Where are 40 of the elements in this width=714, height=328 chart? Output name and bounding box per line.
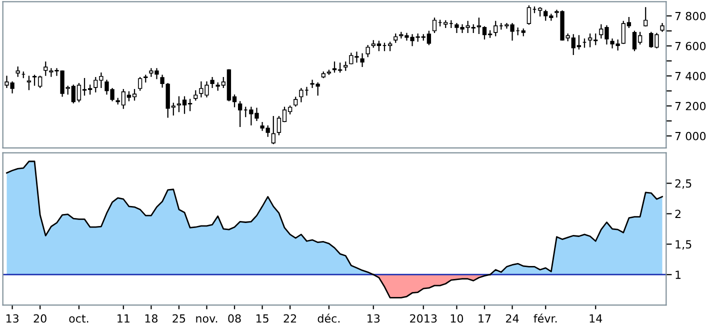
y-tick-label: 1 [676,270,681,279]
x-tick-label: 13 [368,314,380,323]
x-tick-label: 13 [6,314,18,323]
candlestick [360,53,364,68]
x-tick-label: nov. [196,316,218,323]
candlestick [432,18,437,33]
y-tick-label: 2,5 [675,179,692,189]
x-tick-label: 20 [34,314,46,323]
candlestick [210,77,214,88]
candlestick [238,101,242,128]
x-tick-label: 18 [145,314,158,323]
x-tick-label: 2013 [410,314,437,323]
candlestick [494,20,498,36]
candlestick [526,5,532,25]
x-tick-label: févr. [534,314,557,323]
x-tick-label: 08 [228,314,241,323]
candlestick [366,45,370,58]
y-tick-label: 7 800 [675,12,706,20]
candlestick [644,7,648,26]
y-tick-label: 7 000 [675,132,706,140]
y-tick-label: 7 400 [675,72,706,80]
x-tick-label: 15 [256,314,268,323]
y-tick-label: 7 200 [675,102,706,110]
x-tick-label: 17 [478,314,491,323]
y-tick-label: 7 600 [675,42,706,50]
x-tick-label: 22 [284,314,296,323]
candlestick [16,66,20,77]
x-tick-label: 25 [172,314,186,323]
candlestick [138,77,142,91]
x-tick-label: déc. [318,314,340,323]
candlestick [26,76,32,90]
y-tick-label: 1,5 [676,240,692,250]
x-tick-label: 10 [450,314,464,323]
candlestick [194,90,198,101]
x-tick-label: 24 [506,314,519,323]
x-tick-label: 11 [118,314,130,323]
x-tick-label: 14 [590,314,602,323]
x-tick-label: oct. [69,314,88,323]
y-tick-label: 2 [675,210,680,218]
candlestick [271,116,276,144]
